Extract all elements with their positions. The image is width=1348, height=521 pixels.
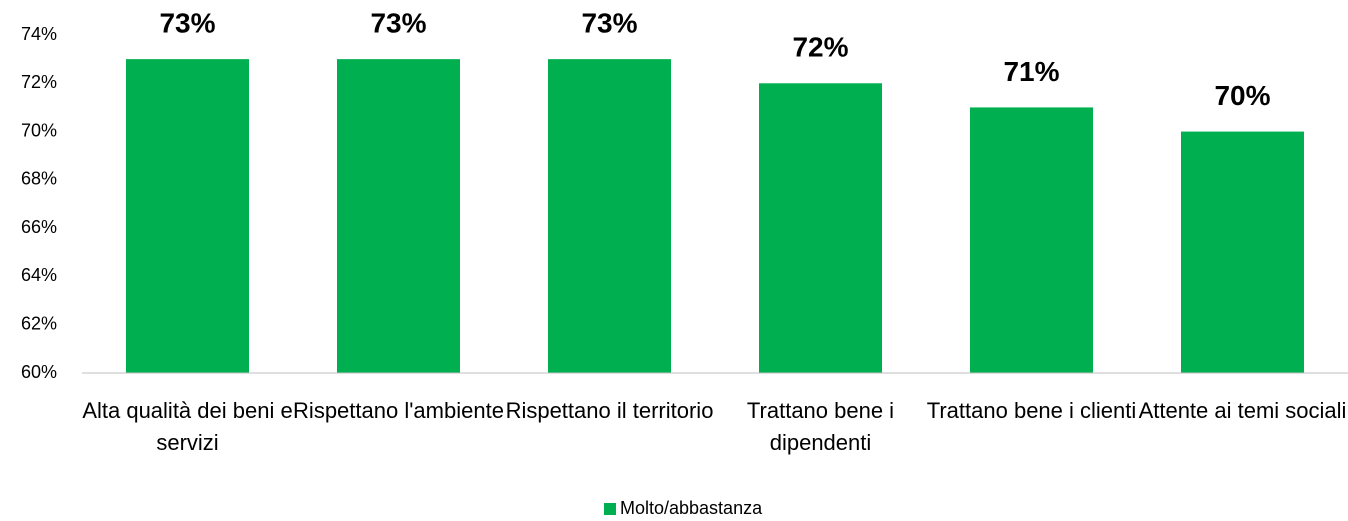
- y-tick-label: 70%: [21, 120, 57, 140]
- bar: [759, 83, 882, 374]
- x-tick-label: Trattano bene i dipendenti: [746, 398, 895, 455]
- value-label: 70%: [1214, 80, 1270, 111]
- x-tick-label: Attente ai temi sociali: [1138, 398, 1347, 423]
- bar: [1181, 131, 1304, 373]
- legend-swatch: [604, 502, 616, 515]
- legend: Molto/abbastanza: [604, 498, 762, 519]
- value-label: 71%: [1003, 56, 1059, 87]
- y-tick-label: 68%: [21, 169, 57, 189]
- x-tick-label: Rispettano l'ambiente: [293, 398, 504, 423]
- bar: [126, 59, 249, 374]
- x-tick-label: Alta qualità dei beni e servizi: [82, 398, 293, 455]
- y-tick-label: 60%: [21, 362, 57, 382]
- x-tick-label: Rispettano il territorio: [505, 398, 714, 423]
- y-tick-label: 66%: [21, 217, 57, 237]
- y-tick-label: 64%: [21, 265, 57, 285]
- y-tick-label: 72%: [21, 72, 57, 92]
- bar: [548, 59, 671, 374]
- value-label: 73%: [159, 8, 215, 39]
- y-tick-label: 74%: [21, 24, 57, 44]
- value-label: 73%: [370, 8, 426, 39]
- value-label: 73%: [581, 8, 637, 39]
- bar: [337, 59, 460, 374]
- legend-label: Molto/abbastanza: [620, 498, 763, 518]
- bar: [970, 107, 1093, 373]
- y-tick-label: 62%: [21, 313, 57, 333]
- value-label: 72%: [792, 32, 848, 63]
- x-tick-label: Trattano bene i clienti: [926, 398, 1137, 423]
